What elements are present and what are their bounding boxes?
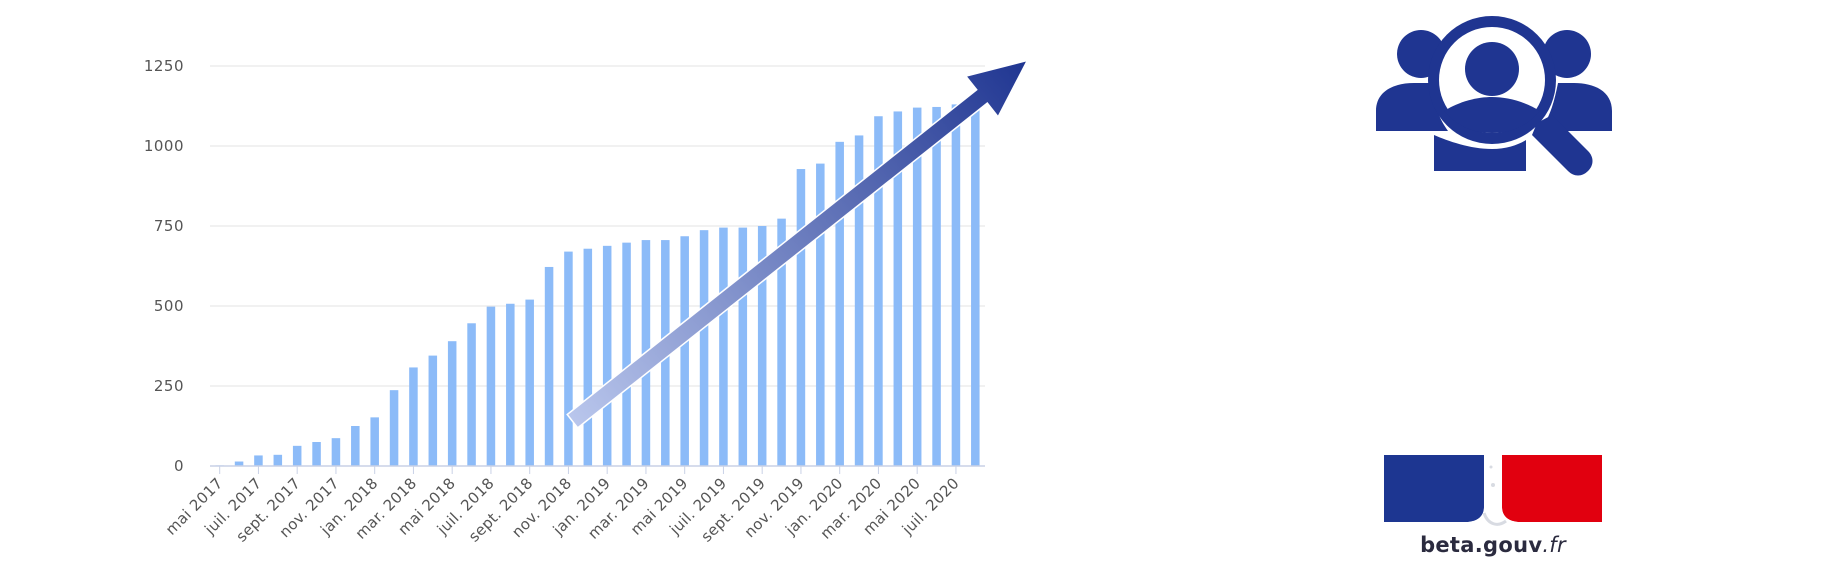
bar <box>370 417 379 466</box>
bar <box>428 355 438 466</box>
y-tick-label: 1000 <box>144 137 184 155</box>
bar <box>932 106 941 467</box>
bar <box>447 341 457 466</box>
bar <box>254 455 263 466</box>
bar <box>486 306 496 466</box>
bar <box>602 245 612 466</box>
bar <box>544 266 554 466</box>
bar <box>506 303 515 466</box>
brand-name-suffix: .fr <box>1542 533 1566 557</box>
bar <box>757 226 767 466</box>
brand-name-main: beta.gouv <box>1420 533 1543 557</box>
bar <box>874 116 883 467</box>
flag-logo <box>1384 455 1602 535</box>
bar <box>525 299 534 466</box>
bar <box>622 242 631 466</box>
bar <box>854 135 864 466</box>
bar <box>583 248 593 466</box>
bar <box>273 454 283 466</box>
bar <box>312 442 321 466</box>
trend-arrow-shape <box>566 59 1029 429</box>
y-tick-label: 1250 <box>144 57 184 75</box>
bar <box>389 390 399 466</box>
y-tick-label: 250 <box>154 377 184 395</box>
brand-name: beta.gouv.fr <box>1384 533 1602 557</box>
bar <box>912 107 922 466</box>
y-tick-label: 0 <box>174 457 184 475</box>
bar <box>234 461 244 466</box>
bar <box>351 426 360 466</box>
grid-lines <box>210 65 985 387</box>
bar <box>699 230 709 466</box>
beta-gouv-logo: beta.gouv.fr <box>1384 455 1602 560</box>
bar <box>409 367 418 466</box>
bar <box>680 236 689 466</box>
trend-arrow <box>566 59 1029 429</box>
bar <box>719 227 728 466</box>
bar <box>951 104 961 467</box>
bar <box>816 163 825 466</box>
bar <box>893 111 903 466</box>
bar <box>835 141 844 466</box>
people-search-icon <box>1376 16 1612 176</box>
bar <box>331 438 341 466</box>
y-tick-label: 500 <box>154 297 184 315</box>
bar <box>564 251 573 466</box>
bar <box>738 227 748 466</box>
bar <box>467 323 476 466</box>
y-tick-label: 750 <box>154 217 184 235</box>
bar <box>292 445 302 466</box>
bar <box>796 169 806 467</box>
bar <box>777 218 786 466</box>
bar <box>971 98 980 466</box>
